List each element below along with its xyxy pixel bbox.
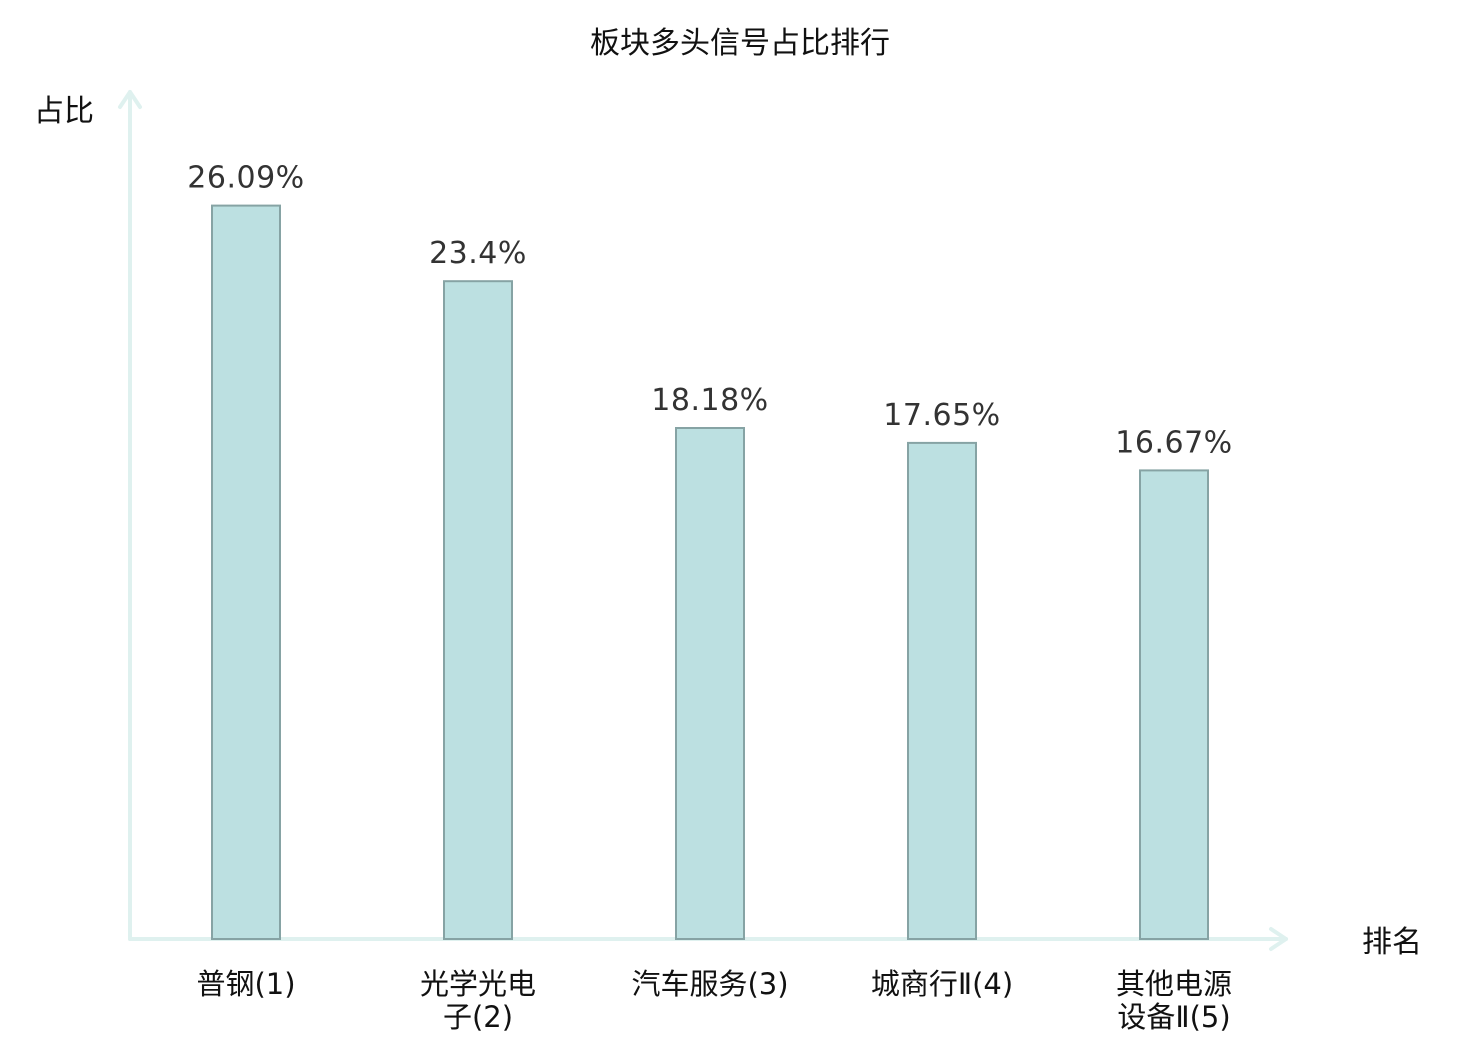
x-tick-label-1: 普钢(1) [196,967,295,1001]
value-label-2: 23.4% [429,236,527,271]
x-tick-label-4: 城商行Ⅱ(4) [871,967,1013,1001]
value-label-4: 17.65% [883,398,1000,433]
value-label-5: 16.67% [1115,425,1232,460]
x-tick-label-2-line-1: 光学光电 [420,967,536,1001]
x-tick-label-2-line-2: 子(2) [443,1000,513,1034]
x-tick-label-3-line-1: 汽车服务(3) [631,967,788,1001]
x-tick-label-2: 光学光电子(2) [420,967,536,1034]
x-tick-labels: 普钢(1) 光学光电子(2) 汽车服务(3) 城商行Ⅱ(4) 其他电源设备Ⅱ(5) [196,967,1232,1034]
bar-4 [907,441,977,940]
x-tick-label-5-line-2: 设备Ⅱ(5) [1117,1000,1230,1034]
x-axis-arrow [1269,927,1288,951]
bar-2 [443,280,513,940]
bars [211,204,1209,941]
x-tick-label-5: 其他电源设备Ⅱ(5) [1116,967,1232,1034]
y-axis-arrow [118,90,142,109]
x-tick-label-1-line-1: 普钢(1) [196,967,295,1001]
bar-3 [675,427,745,940]
x-axis-label: 排名 [1362,925,1422,960]
value-label-3: 18.18% [651,383,768,418]
y-axis-label: 占比 [34,94,94,129]
value-label-1: 26.09% [187,161,304,196]
value-labels: 26.09% 23.4% 18.18% 17.65% 16.67% [187,161,1232,461]
chart-title: 板块多头信号占比排行 [590,26,890,61]
bar-1 [211,204,281,941]
x-tick-label-4-line-1: 城商行Ⅱ(4) [871,967,1013,1001]
x-tick-label-3: 汽车服务(3) [631,967,788,1001]
bar-5 [1139,469,1209,940]
x-tick-label-5-line-1: 其他电源 [1116,967,1232,1001]
